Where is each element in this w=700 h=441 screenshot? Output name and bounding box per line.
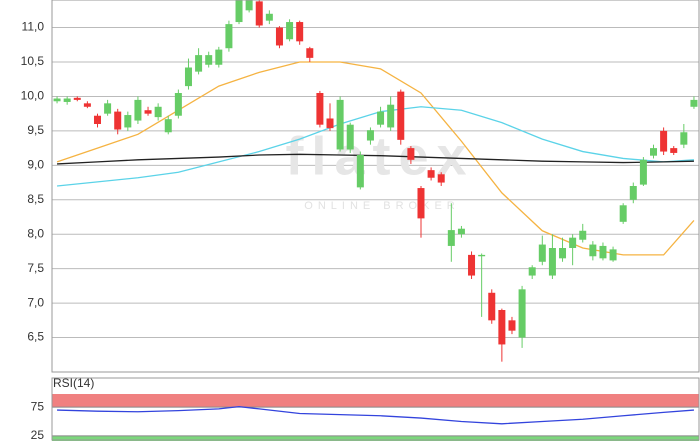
candle-body bbox=[427, 170, 435, 178]
candle-body bbox=[134, 99, 142, 121]
candle-body bbox=[275, 27, 283, 46]
plot-border bbox=[51, 0, 700, 373]
y-tick-label: 11,0 bbox=[22, 20, 45, 34]
candle-body bbox=[286, 22, 294, 40]
candle-body bbox=[629, 186, 637, 200]
candle-body bbox=[144, 110, 152, 114]
y-tick-label: 75 bbox=[31, 399, 45, 413]
y-tick-label: 6,5 bbox=[27, 330, 44, 344]
candle-body bbox=[447, 230, 455, 246]
candle-body bbox=[346, 124, 354, 150]
y-tick-label: 7,5 bbox=[27, 261, 44, 275]
candle-body bbox=[73, 97, 81, 100]
candle-body bbox=[498, 310, 506, 345]
candle-body bbox=[680, 132, 688, 145]
candle-body bbox=[690, 99, 698, 107]
y-tick-label: 7,0 bbox=[27, 295, 44, 309]
candle-body bbox=[457, 228, 465, 235]
candle-body bbox=[377, 111, 385, 125]
candle-body bbox=[660, 130, 668, 152]
candle-body bbox=[670, 148, 678, 153]
candle-body bbox=[326, 118, 334, 129]
candle-body bbox=[195, 55, 203, 72]
candle-body bbox=[417, 188, 425, 219]
candle-body bbox=[437, 174, 445, 183]
candle-body bbox=[650, 148, 658, 156]
candle-body bbox=[397, 91, 405, 140]
candle-body bbox=[93, 115, 101, 124]
candle-body bbox=[255, 1, 263, 26]
watermark-sub: ONLINE BROKER bbox=[304, 200, 459, 212]
oversold-zone bbox=[52, 435, 699, 441]
candle-body bbox=[184, 67, 192, 87]
y-tick-label: 9,5 bbox=[27, 123, 44, 137]
candle-body bbox=[619, 205, 627, 222]
y-tick-label: 10,5 bbox=[21, 54, 45, 68]
candle-body bbox=[124, 115, 132, 128]
candle-body bbox=[538, 244, 546, 262]
candle-body bbox=[518, 289, 526, 338]
candle-body bbox=[599, 245, 607, 259]
candle-body bbox=[579, 230, 587, 240]
y-tick-label: 8,0 bbox=[27, 226, 44, 240]
moving-average bbox=[57, 153, 694, 165]
candle-body bbox=[265, 13, 273, 21]
candle-body bbox=[356, 155, 364, 188]
y-tick-label: 8,5 bbox=[27, 192, 44, 206]
candle-body bbox=[609, 249, 617, 261]
candle-body bbox=[589, 244, 597, 257]
candle-body bbox=[316, 93, 324, 125]
candle-body bbox=[53, 98, 61, 102]
candle-body bbox=[387, 104, 395, 128]
candle-body bbox=[407, 148, 415, 160]
candle-body bbox=[366, 130, 374, 141]
candle-body bbox=[569, 237, 577, 248]
candle-body bbox=[528, 267, 536, 276]
candle-body bbox=[63, 98, 71, 102]
rsi-line bbox=[57, 405, 694, 425]
panel-border bbox=[51, 377, 700, 441]
candle-body bbox=[154, 106, 162, 118]
candle-body bbox=[548, 248, 556, 276]
candle-body bbox=[114, 111, 122, 130]
y-tick-label: 9,0 bbox=[27, 158, 44, 172]
y-tick-label: 10,0 bbox=[21, 89, 45, 103]
candle-body bbox=[205, 55, 213, 65]
candle-body bbox=[306, 48, 314, 58]
candle-body bbox=[174, 93, 182, 116]
candle-body bbox=[215, 49, 223, 65]
watermark: flatex bbox=[285, 126, 474, 186]
candle-body bbox=[508, 320, 516, 331]
panel-title: RSI(14) bbox=[53, 376, 94, 390]
candle-body bbox=[488, 292, 496, 321]
candle-body bbox=[336, 99, 344, 150]
candle-body bbox=[296, 22, 304, 42]
candle-body bbox=[559, 248, 567, 259]
overbought-zone bbox=[52, 394, 699, 408]
candle-body bbox=[83, 103, 91, 107]
candle-body bbox=[478, 254, 486, 257]
candle-body bbox=[104, 103, 112, 114]
y-tick-label: 25 bbox=[31, 428, 45, 441]
candle-body bbox=[225, 24, 233, 49]
candle-body bbox=[639, 159, 647, 185]
candle-body bbox=[164, 119, 172, 133]
candle-body bbox=[468, 254, 476, 276]
candle-body bbox=[245, 0, 253, 11]
candle-body bbox=[235, 0, 243, 23]
